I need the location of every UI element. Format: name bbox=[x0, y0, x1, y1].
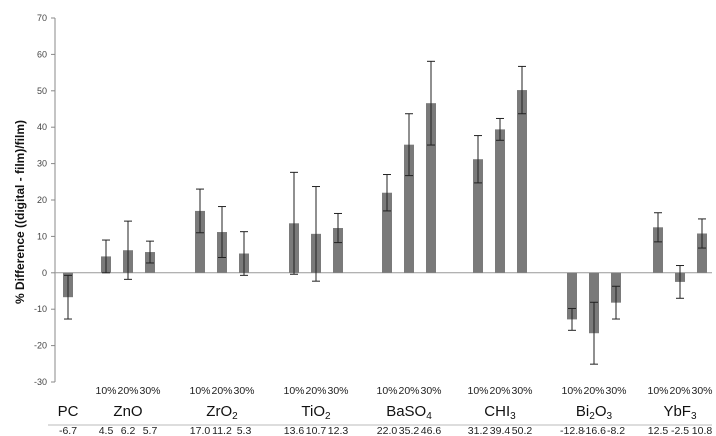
concentration-label: 20% bbox=[117, 385, 138, 397]
value-label: 12.5 bbox=[648, 425, 669, 436]
group-label: ZnO bbox=[113, 403, 142, 420]
y-tick-label: 0 bbox=[42, 268, 47, 278]
bar bbox=[495, 129, 505, 273]
value-label: 10.7 bbox=[306, 425, 327, 436]
y-tick-label: 60 bbox=[37, 49, 47, 59]
y-tick-label: 20 bbox=[37, 195, 47, 205]
concentration-label: 20% bbox=[305, 385, 326, 397]
bar bbox=[195, 210, 205, 273]
value-label: 22.0 bbox=[377, 425, 398, 436]
group-label: YbF3 bbox=[663, 403, 697, 422]
bars bbox=[63, 60, 707, 365]
bar bbox=[426, 103, 436, 273]
value-label: 39.4 bbox=[490, 425, 511, 436]
concentration-label: 30% bbox=[327, 385, 348, 397]
concentration-label: 10% bbox=[376, 385, 397, 397]
concentration-label: 30% bbox=[233, 385, 254, 397]
concentration-label: 30% bbox=[605, 385, 626, 397]
axes: 70 60 50 40 30 20 10 0 -10 -20 -30 bbox=[34, 13, 712, 426]
y-tick-label: -20 bbox=[34, 341, 47, 351]
group-label: PC bbox=[58, 403, 79, 420]
group-label: Bi2O3 bbox=[576, 403, 613, 422]
value-label: 6.2 bbox=[121, 425, 136, 436]
concentration-label: 20% bbox=[211, 385, 232, 397]
value-label: -6.7 bbox=[59, 425, 77, 436]
concentration-label: 20% bbox=[489, 385, 510, 397]
value-label: 12.3 bbox=[328, 425, 349, 436]
value-label: 35.2 bbox=[399, 425, 420, 436]
value-label: 50.2 bbox=[512, 425, 533, 436]
bar bbox=[517, 90, 527, 273]
y-tick-label: 10 bbox=[37, 231, 47, 241]
concentration-label: 10% bbox=[95, 385, 116, 397]
y-tick-label: 70 bbox=[37, 13, 47, 23]
value-label: -12.8 bbox=[560, 425, 584, 436]
bar bbox=[653, 227, 663, 273]
value-label: -2.5 bbox=[671, 425, 689, 436]
concentration-label: 20% bbox=[583, 385, 604, 397]
value-label: 10.8 bbox=[692, 425, 713, 436]
group-label: TiO2 bbox=[301, 403, 331, 422]
y-tick-label: 30 bbox=[37, 159, 47, 169]
concentration-label: 10% bbox=[647, 385, 668, 397]
concentration-label: 30% bbox=[139, 385, 160, 397]
value-label: 11.2 bbox=[212, 425, 232, 436]
value-label: -8.2 bbox=[607, 425, 625, 436]
concentration-label: 10% bbox=[467, 385, 488, 397]
concentration-label: 30% bbox=[511, 385, 532, 397]
value-label: 17.0 bbox=[190, 425, 211, 436]
concentration-label: 20% bbox=[669, 385, 690, 397]
value-label: 5.7 bbox=[143, 425, 158, 436]
bar bbox=[333, 228, 343, 273]
group-label: ZrO2 bbox=[206, 403, 238, 422]
value-label: 5.3 bbox=[237, 425, 252, 436]
y-axis-label: % Difference ((digital - film)/film) bbox=[13, 120, 27, 304]
y-tick-label: -10 bbox=[34, 304, 47, 314]
value-label: 46.6 bbox=[421, 425, 442, 436]
group-label: CHI3 bbox=[484, 403, 516, 422]
concentration-label: 30% bbox=[420, 385, 441, 397]
bar bbox=[697, 233, 707, 273]
concentration-label: 30% bbox=[691, 385, 712, 397]
value-label: 4.5 bbox=[99, 425, 114, 436]
value-label: 31.2 bbox=[468, 425, 489, 436]
bar bbox=[473, 159, 483, 273]
bar bbox=[404, 144, 414, 273]
concentration-label: 10% bbox=[283, 385, 304, 397]
y-tick-label: -30 bbox=[34, 377, 47, 387]
concentration-label: 10% bbox=[561, 385, 582, 397]
concentration-label: 10% bbox=[189, 385, 210, 397]
y-tick-label: 50 bbox=[37, 86, 47, 96]
bar bbox=[382, 192, 392, 273]
concentration-label: 20% bbox=[398, 385, 419, 397]
group-label: BaSO4 bbox=[386, 403, 432, 422]
value-label: 13.6 bbox=[284, 425, 305, 436]
value-label: -16.6 bbox=[582, 425, 606, 436]
bar bbox=[567, 272, 577, 320]
y-tick-label: 40 bbox=[37, 122, 47, 132]
